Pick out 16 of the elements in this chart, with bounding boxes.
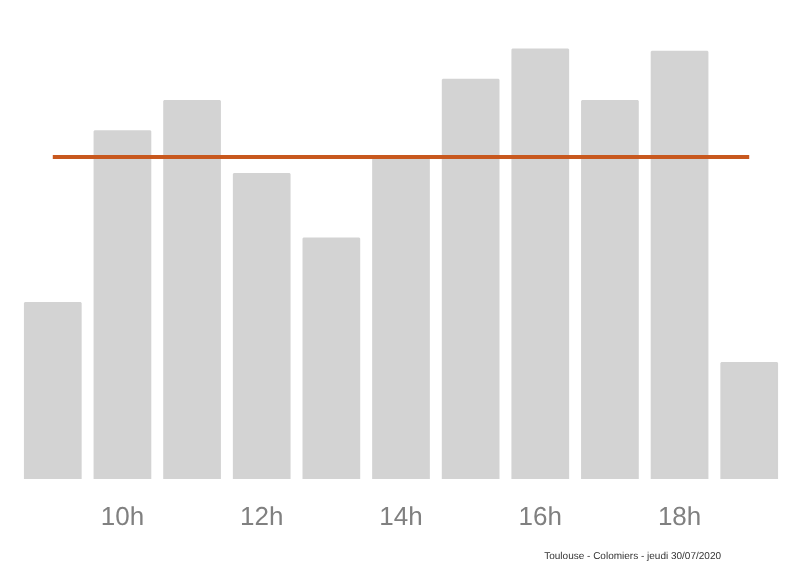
bar xyxy=(302,237,361,479)
bar xyxy=(511,48,570,479)
bar xyxy=(650,50,709,479)
bar xyxy=(93,130,152,479)
x-tick-label: 10h xyxy=(100,501,145,531)
bar xyxy=(581,100,639,479)
bar xyxy=(372,155,430,479)
x-tick-label: 14h xyxy=(379,501,423,531)
x-tick-label: 12h xyxy=(240,501,284,531)
bar xyxy=(720,362,779,479)
x-tick-label: 16h xyxy=(518,501,562,531)
x-tick-label: 18h xyxy=(657,501,702,531)
bar xyxy=(232,173,291,479)
bar xyxy=(441,78,500,479)
bar xyxy=(163,100,221,479)
bar xyxy=(23,301,82,479)
